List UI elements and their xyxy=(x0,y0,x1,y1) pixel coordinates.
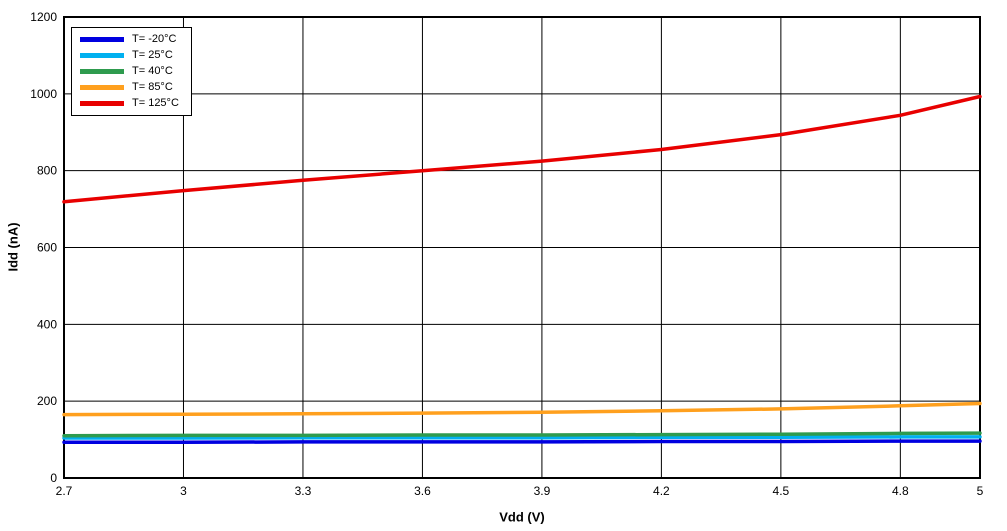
legend-swatch xyxy=(80,101,124,106)
y-tick-label: 600 xyxy=(37,241,57,255)
legend-swatch xyxy=(80,37,124,42)
legend-label: T= 40°C xyxy=(132,65,173,77)
x-tick-label: 4.8 xyxy=(892,484,909,498)
legend-label: T= 85°C xyxy=(132,81,173,93)
x-tick-label: 4.5 xyxy=(773,484,790,498)
series-line-4 xyxy=(62,94,982,204)
y-tick-label: 800 xyxy=(37,164,57,178)
legend-item-4: T= 125°C xyxy=(80,98,179,109)
x-tick-label: 5 xyxy=(977,484,984,498)
series-line-3 xyxy=(62,401,982,417)
legend-label: T= -20°C xyxy=(132,33,177,45)
x-tick-label: 3.3 xyxy=(295,484,312,498)
legend-swatch xyxy=(80,85,124,90)
legend-item-1: T= 25°C xyxy=(80,50,179,61)
x-tick-label: 3.9 xyxy=(534,484,551,498)
legend-item-2: T= 40°C xyxy=(80,66,179,77)
x-tick-label: 4.2 xyxy=(653,484,670,498)
x-tick-label: 3 xyxy=(180,484,187,498)
y-tick-label: 0 xyxy=(50,471,57,485)
legend-label: T= 25°C xyxy=(132,49,173,61)
y-tick-label: 400 xyxy=(37,317,57,331)
series-line-1 xyxy=(62,435,982,440)
legend: T= -20°C T= 25°C T= 40°C T= 85°C T= 125°C xyxy=(71,27,192,116)
series-line-2 xyxy=(62,431,982,438)
legend-swatch xyxy=(80,69,124,74)
y-tick-label: 200 xyxy=(37,394,57,408)
x-axis-title: Vdd (V) xyxy=(499,509,545,525)
legend-item-0: T= -20°C xyxy=(80,34,179,45)
plot-border xyxy=(63,16,981,479)
x-tick-label: 3.6 xyxy=(414,484,431,498)
y-tick-label: 1200 xyxy=(30,10,57,24)
series-line-0 xyxy=(62,439,982,445)
y-tick-label: 1000 xyxy=(30,87,57,101)
legend-swatch xyxy=(80,53,124,58)
x-tick-label: 2.7 xyxy=(56,484,73,498)
y-axis-title: Idd (nA) xyxy=(5,222,21,272)
legend-label: T= 125°C xyxy=(132,97,179,109)
legend-item-3: T= 85°C xyxy=(80,82,179,93)
